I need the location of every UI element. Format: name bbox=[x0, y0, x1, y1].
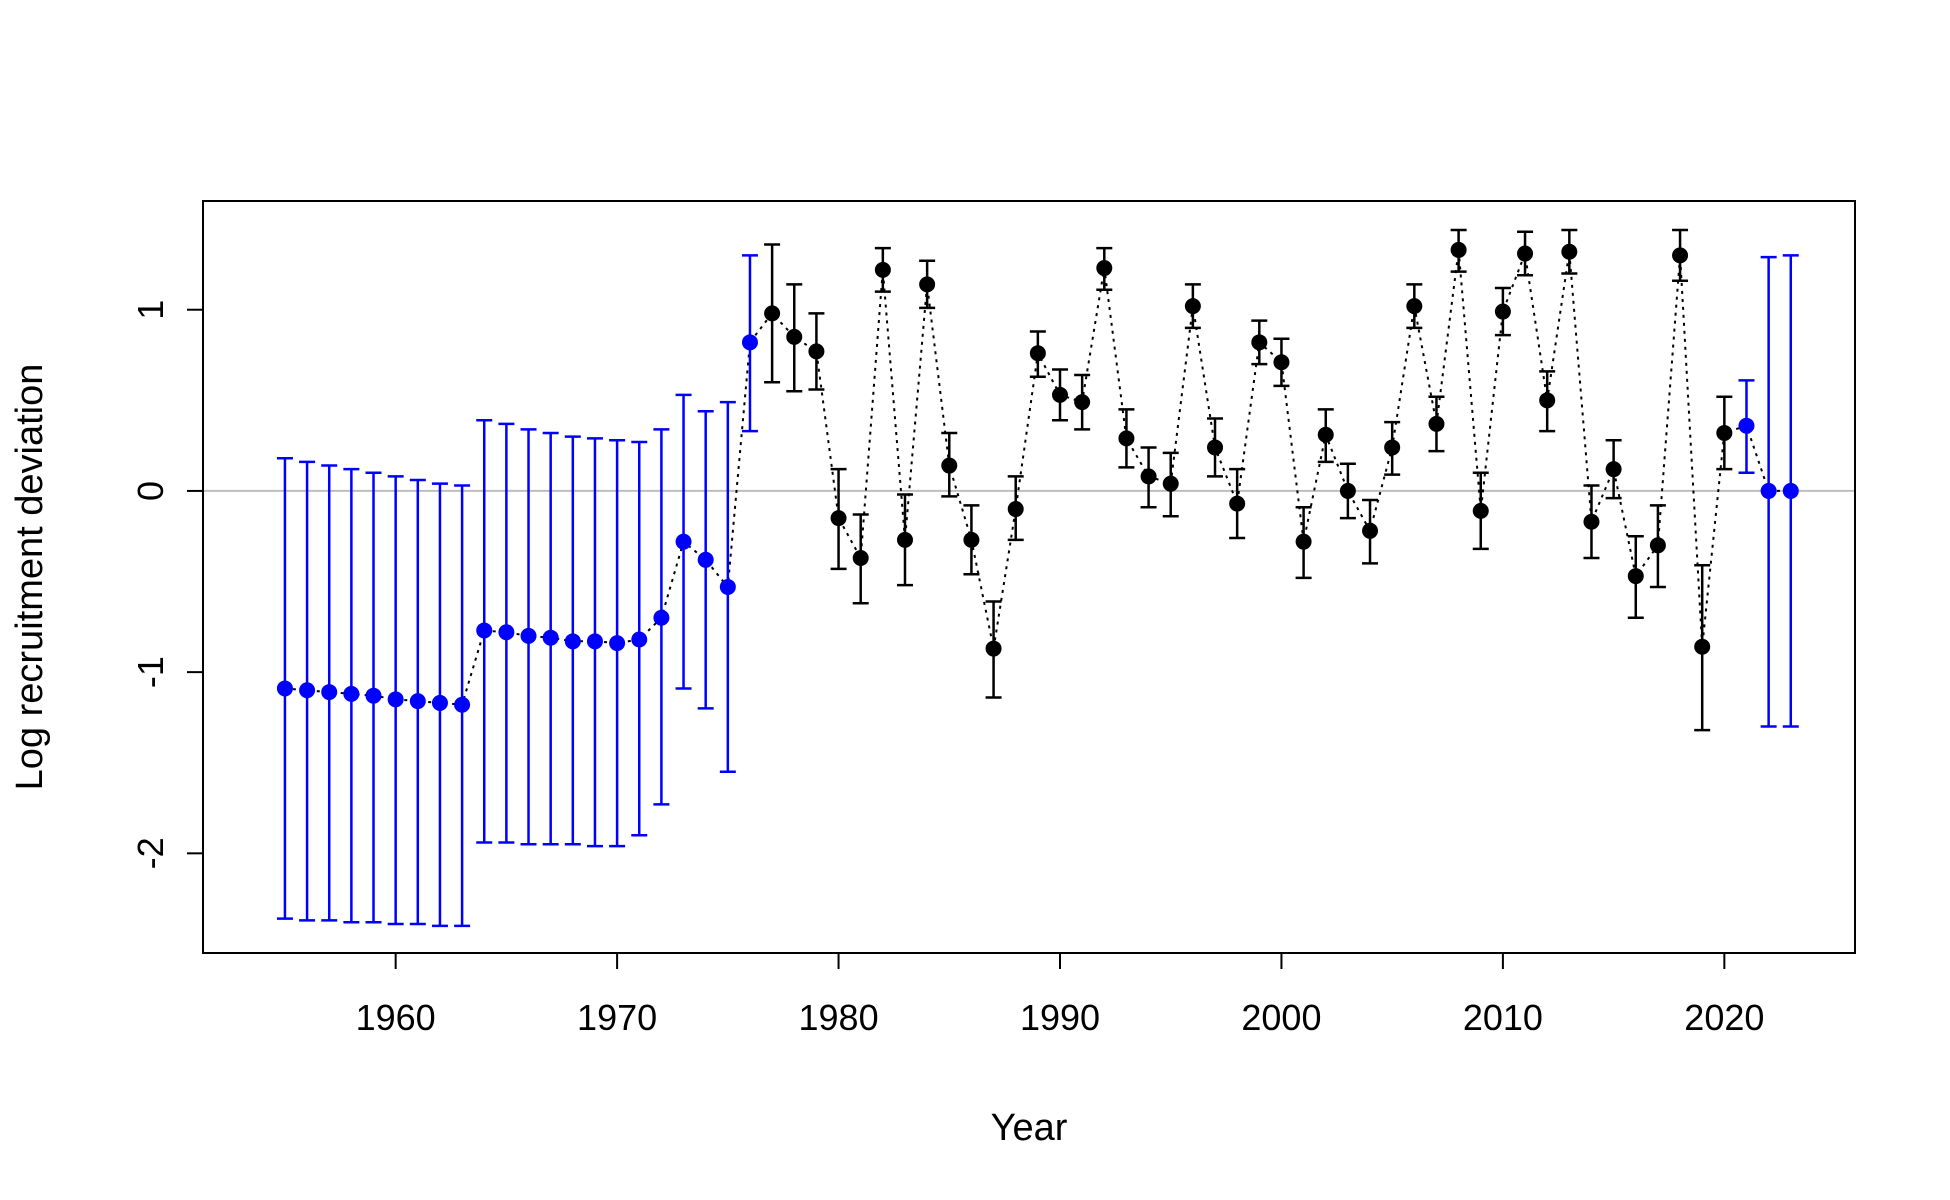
x-tick-label-1960: 1960 bbox=[356, 997, 436, 1038]
data-point-1967 bbox=[542, 629, 559, 646]
x-axis: 1960 1970 1980 1990 2000 2010 2020 bbox=[356, 952, 1764, 1038]
data-point-1966 bbox=[520, 627, 537, 644]
y-tick-label-1: 1 bbox=[130, 300, 171, 320]
data-point-1982 bbox=[874, 261, 891, 278]
y-axis-title: Log recruitment deviation bbox=[9, 364, 51, 791]
data-point-1962 bbox=[431, 694, 448, 711]
data-point-1968 bbox=[564, 633, 581, 650]
data-point-2004 bbox=[1362, 522, 1379, 539]
data-point-1973 bbox=[675, 533, 692, 550]
data-point-2020 bbox=[1716, 424, 1733, 441]
data-point-1964 bbox=[476, 622, 493, 639]
data-point-1994 bbox=[1140, 468, 1157, 485]
data-point-1958 bbox=[343, 685, 360, 702]
x-tick-label-2020: 2020 bbox=[1684, 997, 1764, 1038]
data-point-2018 bbox=[1672, 247, 1689, 264]
data-point-2021 bbox=[1738, 417, 1755, 434]
data-point-1972 bbox=[653, 609, 670, 626]
data-point-1996 bbox=[1184, 298, 1201, 315]
data-point-2010 bbox=[1494, 303, 1511, 320]
data-point-2012 bbox=[1539, 392, 1556, 409]
data-point-1969 bbox=[586, 633, 603, 650]
data-point-1986 bbox=[963, 531, 980, 548]
data-point-2009 bbox=[1472, 502, 1489, 519]
data-point-1998 bbox=[1229, 495, 1246, 512]
data-point-2005 bbox=[1384, 439, 1401, 456]
x-tick-label-2010: 2010 bbox=[1463, 997, 1543, 1038]
y-tick-label-0: 0 bbox=[130, 481, 171, 501]
data-point-2022 bbox=[1760, 482, 1777, 499]
data-point-1975 bbox=[719, 578, 736, 595]
y-tick-label--2: -2 bbox=[130, 837, 171, 869]
x-tick-label-1990: 1990 bbox=[1020, 997, 1100, 1038]
data-point-2023 bbox=[1782, 482, 1799, 499]
data-point-1979 bbox=[808, 343, 825, 360]
data-point-1971 bbox=[631, 631, 648, 648]
x-tick-label-1980: 1980 bbox=[799, 997, 879, 1038]
data-point-2014 bbox=[1583, 513, 1600, 530]
data-point-1990 bbox=[1052, 386, 1069, 403]
data-point-1978 bbox=[786, 328, 803, 345]
data-point-1983 bbox=[896, 531, 913, 548]
data-point-1981 bbox=[852, 549, 869, 566]
data-point-1963 bbox=[454, 696, 471, 713]
data-point-1985 bbox=[941, 457, 958, 474]
data-point-1984 bbox=[919, 276, 936, 293]
data-point-1997 bbox=[1207, 439, 1224, 456]
data-point-1974 bbox=[697, 551, 714, 568]
data-point-1970 bbox=[609, 635, 626, 652]
data-point-2017 bbox=[1649, 537, 1666, 554]
data-point-2000 bbox=[1273, 354, 1290, 371]
x-tick-label-1970: 1970 bbox=[577, 997, 657, 1038]
data-point-1960 bbox=[387, 691, 404, 708]
data-point-1989 bbox=[1029, 345, 1046, 362]
data-point-2003 bbox=[1339, 482, 1356, 499]
y-tick-label--1: -1 bbox=[130, 656, 171, 688]
data-point-2016 bbox=[1627, 568, 1644, 585]
data-point-1959 bbox=[365, 687, 382, 704]
data-point-1995 bbox=[1162, 475, 1179, 492]
data-point-1988 bbox=[1007, 501, 1024, 518]
data-point-2013 bbox=[1561, 243, 1578, 260]
data-point-1956 bbox=[299, 682, 316, 699]
data-point-1992 bbox=[1096, 260, 1113, 277]
y-axis: -2 -1 0 1 bbox=[130, 300, 204, 869]
data-point-2019 bbox=[1694, 638, 1711, 655]
data-point-1999 bbox=[1251, 334, 1268, 351]
data-point-1993 bbox=[1118, 430, 1135, 447]
data-point-1976 bbox=[741, 334, 758, 351]
data-point-2002 bbox=[1317, 426, 1334, 443]
data-point-2001 bbox=[1295, 533, 1312, 550]
data-point-1980 bbox=[830, 510, 847, 527]
data-points bbox=[276, 241, 1799, 713]
data-point-1957 bbox=[321, 684, 338, 701]
data-point-1977 bbox=[764, 305, 781, 322]
data-point-2011 bbox=[1517, 245, 1534, 262]
data-point-1991 bbox=[1074, 394, 1091, 411]
data-point-1965 bbox=[498, 624, 515, 641]
data-point-1987 bbox=[985, 640, 1002, 657]
data-point-2015 bbox=[1605, 461, 1622, 478]
data-point-1961 bbox=[409, 693, 426, 710]
data-point-2007 bbox=[1428, 415, 1445, 432]
x-tick-label-2000: 2000 bbox=[1241, 997, 1321, 1038]
data-point-1955 bbox=[276, 680, 293, 697]
data-point-2006 bbox=[1406, 298, 1423, 315]
data-point-2008 bbox=[1450, 241, 1467, 258]
x-axis-title: Year bbox=[991, 1107, 1068, 1149]
